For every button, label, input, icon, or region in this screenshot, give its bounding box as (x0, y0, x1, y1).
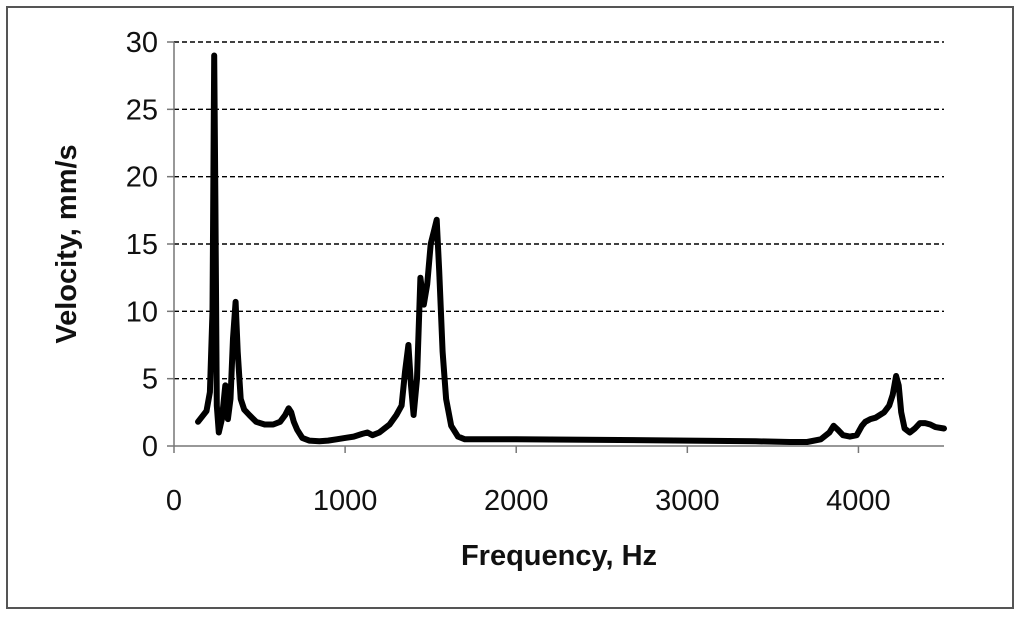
x-axis-title: Frequency, Hz (461, 540, 657, 572)
x-tick-label: 0 (166, 485, 182, 517)
x-tick-label: 4000 (826, 485, 891, 517)
y-tick-label: 30 (126, 27, 158, 59)
x-tick-label: 3000 (655, 485, 720, 517)
series-line-0 (195, 52, 947, 445)
x-tick-label: 1000 (313, 485, 378, 517)
y-tick-label: 15 (126, 229, 158, 261)
y-tick-label: 10 (126, 296, 158, 328)
y-tick-label: 5 (142, 364, 158, 396)
y-tick-label: 0 (142, 431, 158, 463)
x-tick-label: 2000 (484, 485, 549, 517)
y-axis-title: Velocity, mm/s (51, 144, 83, 343)
y-tick-label: 20 (126, 162, 158, 194)
y-tick-label: 25 (126, 94, 158, 126)
